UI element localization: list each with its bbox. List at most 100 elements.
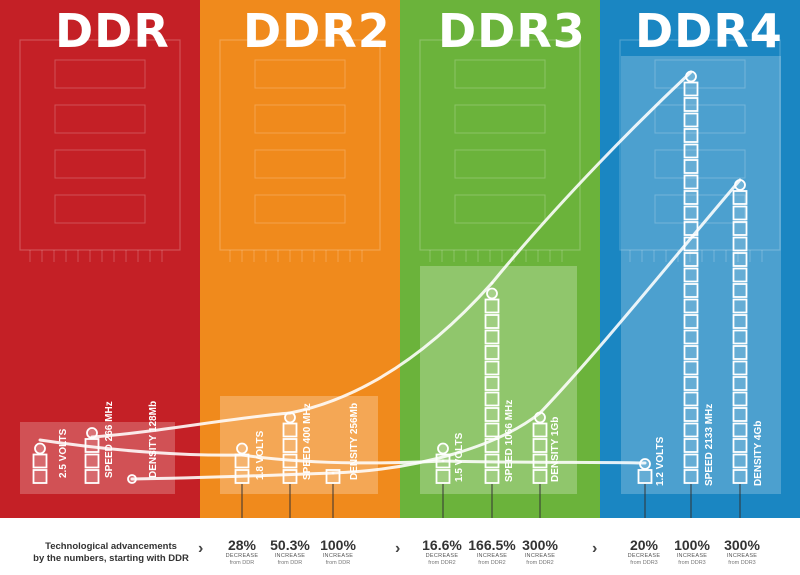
footer-caption-line2: by the numbers, starting with DDR xyxy=(33,553,189,564)
ddr4-speed-column-block xyxy=(683,81,699,97)
ddr4-speed-column-block xyxy=(683,112,699,128)
stat-value: 300% xyxy=(522,537,558,553)
ddr4-voltage-column-block xyxy=(637,469,653,484)
footer-band xyxy=(0,518,800,575)
ddr4-speed-column-block xyxy=(683,267,699,283)
ddr4-speed-column-block xyxy=(683,407,699,422)
ddr4-speed-column-block xyxy=(683,345,699,360)
ddr4-voltage-label: 1.2 VOLTS xyxy=(655,436,666,486)
ddr4-speed-column-block xyxy=(683,205,699,221)
ddr4-chip-outline xyxy=(654,104,746,134)
ddr2-voltage-column-block xyxy=(234,453,250,469)
title-ddr3: DDR3 xyxy=(438,4,586,58)
ddr4-panel xyxy=(600,0,800,518)
ddr4-speed-column-block xyxy=(683,283,699,298)
stat-ddr2-density: 100% INCREASE from DDR xyxy=(298,538,378,567)
ddr-chip-outline xyxy=(54,104,146,134)
density-connector-ddr2-ddr3 xyxy=(331,411,542,475)
ddr3-density-column-block xyxy=(532,438,548,453)
ddr4-speed-column-block xyxy=(683,360,699,376)
ddr4-chip-outline xyxy=(654,59,746,89)
ddr3-speed-column-block xyxy=(484,329,500,345)
ddr2-speed-column-top-marker xyxy=(284,411,296,424)
ddr3-voltage-column-top-marker xyxy=(437,442,449,455)
ddr4-speed-column-block xyxy=(683,190,699,205)
stat-sub: from DDR3 xyxy=(678,560,706,566)
ddr-module-outline xyxy=(19,39,181,251)
stat-label: INCREASE xyxy=(676,553,708,559)
ddr3-speed-column-block xyxy=(484,469,500,484)
stat-ddr4-voltage: 20% DECREASE from DDR3 xyxy=(604,538,684,567)
stat-sub: from DDR xyxy=(229,560,255,566)
ddr4-speed-column-block xyxy=(683,236,699,252)
stat-value: 20% xyxy=(629,537,659,553)
ddr-chip-outline xyxy=(54,59,146,89)
ddr4-chip-outline xyxy=(654,149,746,179)
stat-sub: from DDR xyxy=(277,560,303,566)
ddr-density-label: DENSITY 128Mb xyxy=(148,400,159,478)
stat-value: 166.5% xyxy=(468,537,516,553)
ddr4-density-label: DENSITY 4Gb xyxy=(753,420,764,486)
ddr3-density-column-block xyxy=(532,453,548,469)
ddr2-chip-outline xyxy=(254,59,346,89)
ddr4-voltage-column-top-marker xyxy=(639,458,651,470)
speed-connector-ddr3-ddr4 xyxy=(490,70,693,285)
ddr4-speed-column-block xyxy=(683,252,699,267)
stat-value: 16.6% xyxy=(422,537,462,553)
ddr2-chip-outline xyxy=(254,149,346,179)
stat-value: 300% xyxy=(724,537,760,553)
chevron-right-icon: › xyxy=(395,540,401,557)
ddr-chip-outline xyxy=(54,194,146,224)
ddr2-speed-column-block xyxy=(282,453,298,469)
ddr4-speed-column-block xyxy=(683,314,699,329)
ddr4-density-column-block xyxy=(732,236,748,252)
ddr2-speed-label: SPEED 400 MHz xyxy=(302,403,313,480)
ddr2-voltage-column-block xyxy=(234,469,250,484)
title-ddr4: DDR4 xyxy=(635,4,783,58)
stat-label: INCREASE xyxy=(322,553,354,559)
ddr-speed-label: SPEED 266 MHz xyxy=(104,401,115,478)
ddr2-speed-column-block xyxy=(282,469,298,484)
stat-ddr2-speed: 50.3% INCREASE from DDR xyxy=(250,538,330,567)
ddr3-speed-column-block xyxy=(484,360,500,376)
stat-label: DECREASE xyxy=(627,553,661,559)
ddr3-chip-outline xyxy=(454,149,546,179)
stat-label: INCREASE xyxy=(524,553,556,559)
ddr4-speed-column-block xyxy=(683,143,699,159)
chevron-right-icon: › xyxy=(592,540,598,557)
ddr4-density-column-block xyxy=(732,329,748,345)
stat-label: INCREASE xyxy=(726,553,758,559)
footer-caption-line1: Technological advancements xyxy=(45,541,177,552)
stat-label: DECREASE xyxy=(225,553,259,559)
ddr3-density-label: DENSITY 1Gb xyxy=(550,416,561,482)
ddr4-speed-column-top-marker xyxy=(685,70,697,83)
ddr3-density-column-block xyxy=(532,469,548,484)
ddr3-speed-column-block xyxy=(484,298,500,314)
ddr4-density-column-block xyxy=(732,438,748,453)
ddr3-speed-column-block xyxy=(484,422,500,438)
ddr2-speed-column-block xyxy=(282,438,298,453)
stat-label: INCREASE xyxy=(274,553,306,559)
title-ddr: DDR xyxy=(55,4,170,58)
ddr2-module-outline xyxy=(219,39,381,251)
ddr4-density-column-block xyxy=(732,453,748,469)
ddr3-panel xyxy=(400,0,600,518)
ddr-voltage-column-block xyxy=(32,469,48,484)
stat-sub: from DDR2 xyxy=(478,560,506,566)
ddr3-speed-column-block xyxy=(484,438,500,453)
stat-sub: from DDR3 xyxy=(728,560,756,566)
ddr3-density-column-block xyxy=(532,422,548,438)
ddr4-chip-outline xyxy=(654,194,746,224)
ddr4-density-column-block xyxy=(732,205,748,221)
ddr3-chip-outline xyxy=(454,59,546,89)
ddr4-speed-column-block xyxy=(683,298,699,314)
ddr2-speed-column-block xyxy=(282,422,298,438)
stat-sub: from DDR3 xyxy=(630,560,658,566)
ddr4-density-column-block xyxy=(732,190,748,205)
ddr-density-marker xyxy=(127,474,137,484)
stat-ddr3-speed: 166.5% INCREASE from DDR2 xyxy=(452,538,532,567)
speed-connector-ddr-ddr2 xyxy=(90,411,292,439)
ddr4-density-column-block xyxy=(732,391,748,407)
ddr4-speed-column-block xyxy=(683,159,699,174)
ddr3-density-column-top-marker xyxy=(534,411,546,424)
